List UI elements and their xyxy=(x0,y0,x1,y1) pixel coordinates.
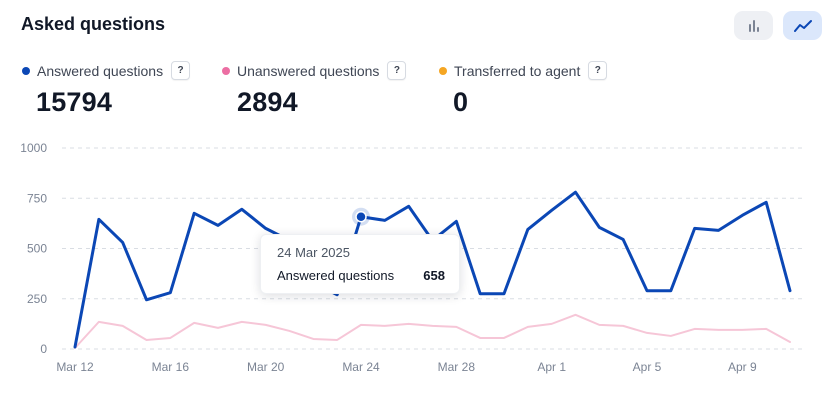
legend-transferred-label: Transferred to agent xyxy=(454,62,581,79)
bar-chart-toggle[interactable] xyxy=(734,11,773,40)
tooltip-series: Answered questions xyxy=(277,268,395,283)
tooltip-date: 24 Mar 2025 xyxy=(277,245,350,260)
x-tick-label: Apr 1 xyxy=(537,360,566,374)
unanswered-dot-icon xyxy=(222,66,230,75)
legend-unanswered-label: Unanswered questions xyxy=(237,62,380,79)
x-tick-label: Apr 5 xyxy=(633,360,662,374)
series-line-unanswered xyxy=(74,313,791,349)
transferred-count: 0 xyxy=(453,87,469,117)
x-tick-label: Mar 24 xyxy=(342,360,380,374)
legend-answered-label: Answered questions xyxy=(37,62,164,79)
transferred-dot-icon xyxy=(439,66,447,75)
y-tick-label: 1000 xyxy=(20,141,47,155)
answered-count: 15794 xyxy=(36,87,113,117)
x-tick-label: Mar 12 xyxy=(56,360,94,374)
tooltip-value: 658 xyxy=(423,268,445,283)
unanswered-count: 2894 xyxy=(237,87,298,117)
y-tick-label: 500 xyxy=(27,242,47,256)
x-tick-label: Mar 20 xyxy=(247,360,285,374)
help-icon[interactable]: ? xyxy=(387,61,407,80)
x-tick-label: Mar 16 xyxy=(152,360,190,374)
line-chart-toggle[interactable] xyxy=(783,11,822,40)
legend-transferred: Transferred to agent ? xyxy=(439,61,608,80)
page-title: Asked questions xyxy=(21,14,166,34)
y-tick-label: 250 xyxy=(27,292,47,306)
help-icon[interactable]: ? xyxy=(588,61,608,80)
highlight-point xyxy=(355,210,367,223)
y-tick-label: 0 xyxy=(40,342,47,356)
line-chart-icon xyxy=(793,19,812,32)
y-tick-label: 750 xyxy=(27,191,47,205)
legend-answered: Answered questions ? xyxy=(22,61,191,80)
x-tick-label: Mar 28 xyxy=(438,360,476,374)
bar-chart-icon xyxy=(748,19,759,32)
answered-dot-icon xyxy=(22,66,30,75)
legend-unanswered: Unanswered questions ? xyxy=(222,61,407,80)
x-tick-label: Apr 9 xyxy=(728,360,757,374)
chart-tooltip: 24 Mar 2025 Answered questions 658 xyxy=(260,234,460,294)
help-icon[interactable]: ? xyxy=(171,61,191,80)
